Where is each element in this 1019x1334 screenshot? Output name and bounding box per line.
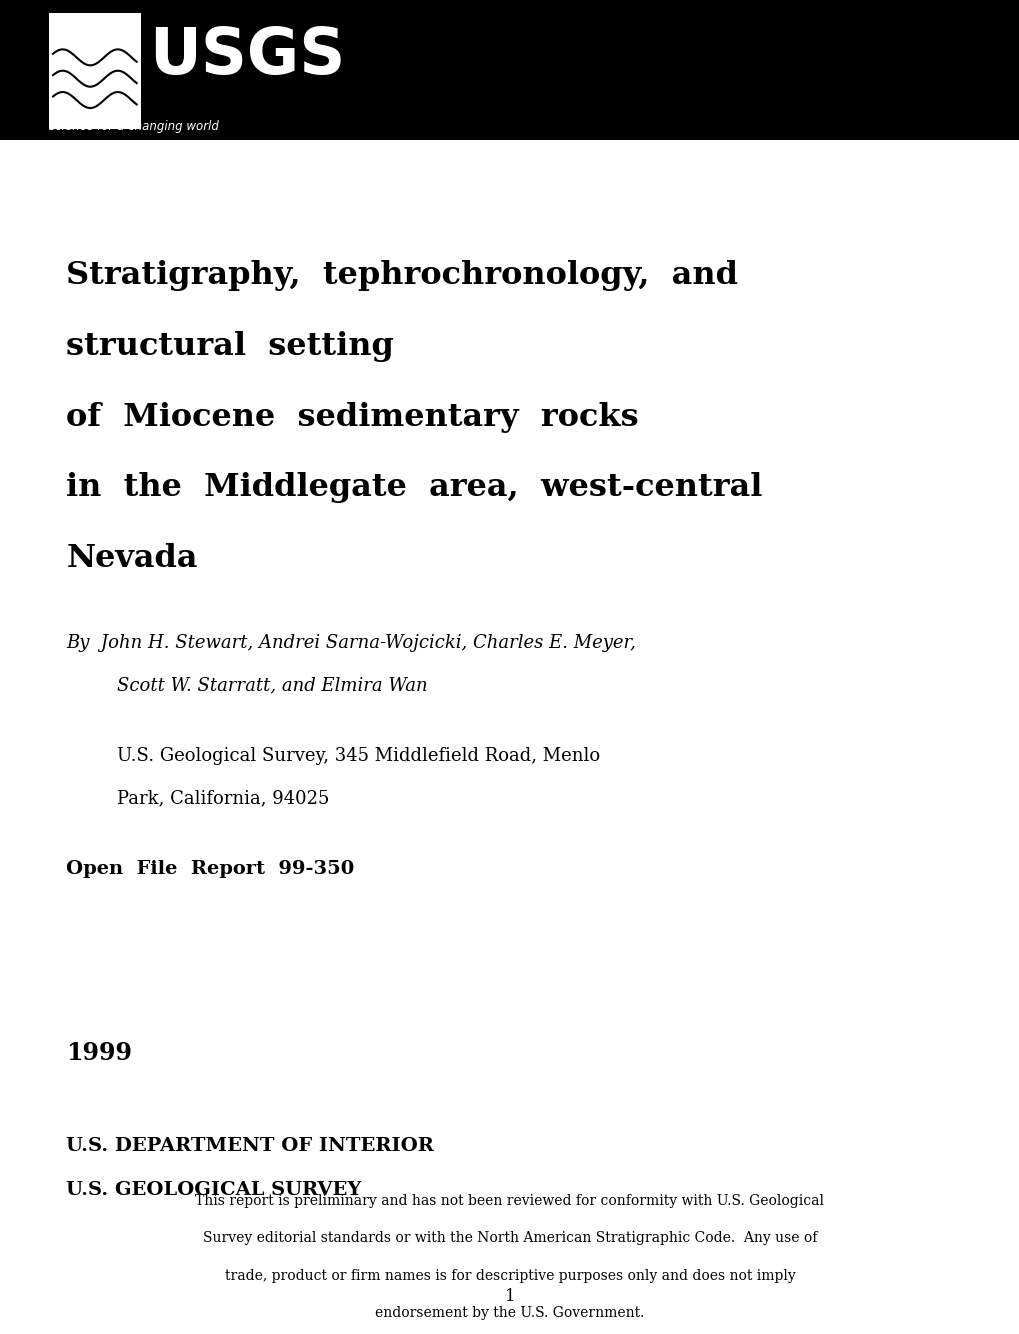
Text: Park, California, 94025: Park, California, 94025	[117, 790, 329, 807]
Text: endorsement by the U.S. Government.: endorsement by the U.S. Government.	[375, 1306, 644, 1319]
Text: U.S. GEOLOGICAL SURVEY: U.S. GEOLOGICAL SURVEY	[66, 1181, 362, 1198]
Text: Nevada: Nevada	[66, 543, 198, 574]
Text: U.S. DEPARTMENT OF INTERIOR: U.S. DEPARTMENT OF INTERIOR	[66, 1137, 434, 1154]
Bar	[49, 13, 141, 129]
Text: Open  File  Report  99-350: Open File Report 99-350	[66, 860, 355, 878]
Text: in  the  Middlegate  area,  west-central: in the Middlegate area, west-central	[66, 472, 762, 503]
Text: Survey editorial standards or with the North American Stratigraphic Code.  Any u: Survey editorial standards or with the N…	[203, 1231, 816, 1245]
Text: 1999: 1999	[66, 1041, 132, 1065]
Text: Scott W. Starratt, and Elmira Wan: Scott W. Starratt, and Elmira Wan	[117, 676, 428, 694]
Text: 1: 1	[504, 1287, 515, 1305]
Text: By  John H. Stewart, Andrei Sarna-Wojcicki, Charles E. Meyer,: By John H. Stewart, Andrei Sarna-Wojcick…	[66, 634, 636, 651]
Text: trade, product or firm names is for descriptive purposes only and does not imply: trade, product or firm names is for desc…	[224, 1269, 795, 1282]
Text: Stratigraphy,  tephrochronology,  and: Stratigraphy, tephrochronology, and	[66, 260, 738, 291]
Text: structural  setting: structural setting	[66, 331, 393, 362]
Bar	[0, 0, 1019, 140]
Text: USGS: USGS	[149, 25, 344, 87]
Text: science for a changing world: science for a changing world	[49, 120, 219, 133]
Text: This report is preliminary and has not been reviewed for conformity with U.S. Ge: This report is preliminary and has not b…	[196, 1194, 823, 1207]
Text: U.S. Geological Survey, 345 Middlefield Road, Menlo: U.S. Geological Survey, 345 Middlefield …	[117, 747, 600, 764]
Text: of  Miocene  sedimentary  rocks: of Miocene sedimentary rocks	[66, 402, 639, 432]
